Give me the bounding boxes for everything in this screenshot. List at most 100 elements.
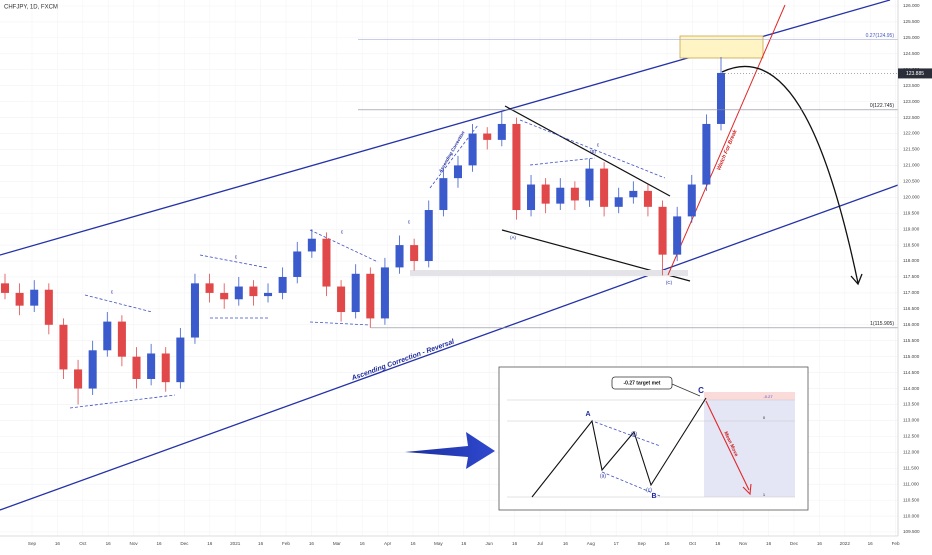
candle-body <box>600 168 609 207</box>
candle-body <box>366 273 375 319</box>
y-tick-label: 118.000 <box>903 258 920 263</box>
candle-body <box>716 72 726 124</box>
x-tick-label: 16 <box>258 541 264 546</box>
candle-body <box>293 251 302 277</box>
annotation: (C) <box>666 280 673 285</box>
x-tick-label: 17 <box>614 541 620 546</box>
x-tick-label: Nov <box>739 541 748 546</box>
y-tick-label: 121.500 <box>903 147 920 152</box>
y-tick-label: 124.500 <box>903 51 920 56</box>
candle-body <box>673 216 682 255</box>
candle-body <box>15 292 24 306</box>
y-tick-label: 125.000 <box>903 35 920 40</box>
x-tick-label: Apr <box>384 541 392 546</box>
y-tick-label: 111.500 <box>903 465 919 470</box>
x-tick-label: Feb <box>892 541 900 546</box>
candle-body <box>337 286 346 313</box>
inset-move-zone <box>704 400 795 497</box>
candle-body <box>103 321 112 351</box>
candle-body <box>687 184 696 217</box>
y-tick-label: 117.000 <box>903 290 920 295</box>
y-tick-label: 114.500 <box>903 370 920 375</box>
candle-body <box>512 123 521 211</box>
candle-body <box>614 197 623 207</box>
x-tick-label: May <box>434 541 443 546</box>
candle-body <box>220 292 229 300</box>
inset-label: (b) <box>631 431 637 437</box>
inset-label: 0 <box>763 415 766 420</box>
candle-body <box>643 190 652 207</box>
candle-body <box>395 245 404 268</box>
x-tick-label: Feb <box>282 541 290 546</box>
inset-label: (a) <box>600 473 606 479</box>
y-tick-label: 123.000 <box>903 99 920 104</box>
time-axis-panel <box>0 536 932 550</box>
candle-body <box>322 238 331 287</box>
y-tick-label: 110.000 <box>903 513 920 518</box>
x-tick-label: 16 <box>868 541 874 546</box>
y-tick-label: 111.000 <box>903 481 919 486</box>
candle-body <box>264 292 273 297</box>
x-tick-label: Sep <box>638 541 647 546</box>
inset-move-arrowhead <box>742 483 752 496</box>
x-tick-label: Jun <box>485 541 493 546</box>
annotation: c <box>597 142 600 148</box>
y-tick-label: 114.000 <box>903 386 920 391</box>
annotation: (B) <box>590 149 597 154</box>
candle-body <box>439 178 448 211</box>
inset-label: C <box>698 386 704 395</box>
y-tick-label: 120.000 <box>903 194 920 199</box>
x-tick-label: 16 <box>156 541 162 546</box>
y-tick-label: 115.500 <box>903 338 920 343</box>
candle-body <box>30 289 39 306</box>
x-tick-label: 2022 <box>840 541 851 546</box>
candle-body <box>132 356 141 379</box>
candle-body <box>117 321 126 357</box>
inset-move-arrow <box>705 400 750 491</box>
inset-channel <box>594 421 661 447</box>
inset <box>498 366 809 511</box>
candle-body <box>483 133 492 140</box>
x-tick-label: Nov <box>130 541 139 546</box>
inset-label: A <box>585 411 590 418</box>
candle-body <box>468 133 477 166</box>
candle-body <box>658 206 667 255</box>
x-tick-label: 16 <box>309 541 315 546</box>
projection-curve <box>721 65 859 284</box>
candle-body <box>497 123 506 140</box>
x-tick-label: 16 <box>563 541 569 546</box>
candle-body <box>570 187 579 201</box>
candle-body <box>190 283 199 338</box>
candle-body <box>453 165 462 179</box>
inset-target-zone <box>704 392 795 400</box>
x-tick-label: 16 <box>360 541 366 546</box>
projection-arrowhead <box>850 273 863 286</box>
y-tick-label: 122.000 <box>903 131 920 136</box>
lower-channel <box>0 184 899 511</box>
candle-body <box>527 184 536 211</box>
candle-body <box>88 350 97 389</box>
annotation: (A) <box>510 235 517 240</box>
fib-level-label: 1(115.905) <box>870 321 894 327</box>
y-tick-label: 112.000 <box>903 450 920 455</box>
candle-body <box>74 369 83 389</box>
y-tick-label: 110.500 <box>903 497 920 502</box>
candle-body <box>307 238 316 252</box>
candle-body <box>541 184 550 204</box>
x-tick-label: 16 <box>461 541 467 546</box>
y-tick-label: 116.000 <box>903 322 920 327</box>
candle-body <box>59 324 68 370</box>
candle-body <box>205 283 214 293</box>
y-tick-label: 109.500 <box>903 529 920 534</box>
candle-body <box>629 190 638 198</box>
x-tick-label: Jul <box>537 541 543 546</box>
fib-level-label: 0.27(124.95) <box>866 33 895 39</box>
candle-body <box>147 353 156 379</box>
annotation: c <box>341 229 344 235</box>
x-tick-label: 16 <box>512 541 518 546</box>
y-tick-label: 122.500 <box>903 115 920 120</box>
candle-body <box>161 353 170 383</box>
x-tick-label: 16 <box>106 541 112 546</box>
